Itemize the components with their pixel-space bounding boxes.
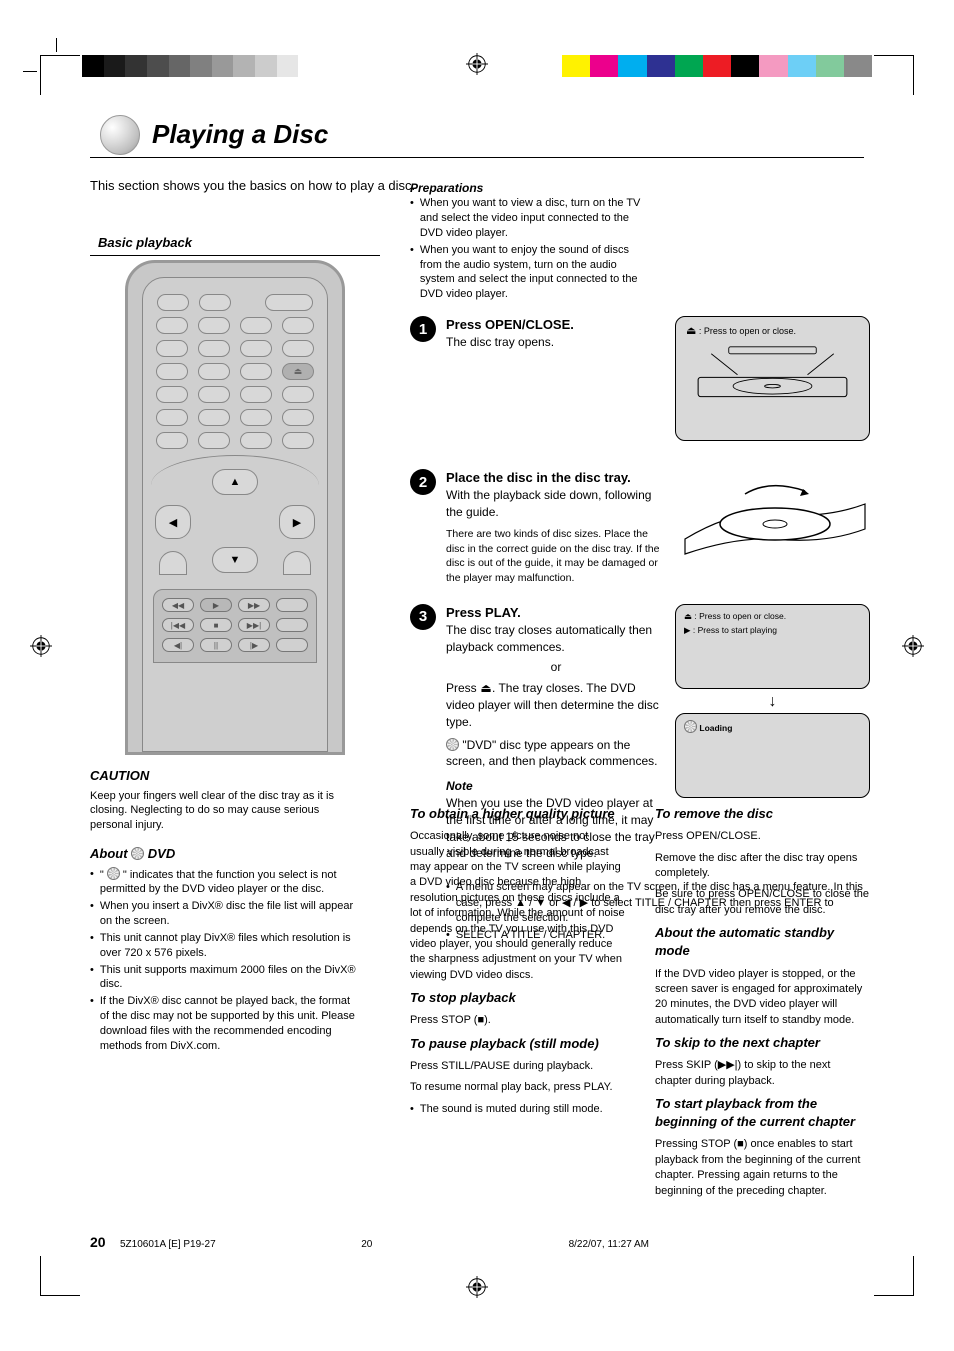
- step-2-num: 2: [410, 469, 436, 495]
- prep-heading: Preparations: [410, 180, 650, 196]
- registration-mark-left: [30, 635, 52, 657]
- pause-heading: To pause playback (still mode): [410, 1035, 625, 1053]
- footer-date: 8/22/07, 11:27 AM: [569, 1239, 649, 1250]
- eject-icon-2: ⏏: [684, 611, 692, 621]
- step-3-note-label: Note: [446, 778, 666, 795]
- remote-control-diagram: ⏏ ▲ ◀ ▶ ▼ ◀◀▶▶▶ |◀◀■▶▶| ◀||||▶: [125, 260, 345, 755]
- eject-button-icon: ⏏: [282, 363, 314, 380]
- sphere-icon: [100, 115, 140, 155]
- step-3-dvd-line: "DVD" disc type appears on the screen, a…: [446, 738, 657, 769]
- pause-button-icon: ||: [200, 638, 232, 652]
- caution-text: Keep your fingers well clear of the disc…: [90, 789, 360, 834]
- basic-playback-label: Basic playback: [90, 235, 192, 250]
- page-number: 20: [90, 1234, 106, 1250]
- pause-text-1: Press STILL/PAUSE during playback.: [410, 1059, 625, 1074]
- title-underline: [90, 157, 864, 158]
- footer-sheet: 20: [361, 1239, 372, 1250]
- step-3-text: The disc tray closes automatically then …: [446, 622, 666, 656]
- step-2: 2 Place the disc in the disc tray. With …: [410, 469, 870, 586]
- crop-mark-bl: [40, 1256, 80, 1296]
- stop-text: Press STOP (■).: [410, 1014, 491, 1026]
- pause-text-2: To resume normal play back, press PLAY.: [410, 1080, 625, 1095]
- step-2-lead: Place the disc in the disc tray.: [446, 469, 666, 487]
- crop-mark-tr: [874, 55, 914, 95]
- about-p1: indicates that the function you select i…: [100, 869, 337, 896]
- prohibit-icon: [107, 867, 120, 880]
- prep-line-1: When you want to view a disc, turn on th…: [420, 196, 650, 241]
- step-1-lead: Press OPEN/CLOSE.: [446, 316, 636, 334]
- dpad-up-icon: ▲: [212, 469, 258, 495]
- eject-icon: ⏏: [686, 325, 696, 337]
- caution-heading: CAUTION: [90, 767, 360, 785]
- dpad-left-icon: ◀: [155, 505, 191, 539]
- about-p2: When you insert a DivX® disc the file li…: [100, 899, 360, 929]
- step-3-boxes: ⏏ : Press to open or close. ▶ : Press to…: [675, 604, 870, 804]
- remove-t3: Be sure to press OPEN/CLOSE to close the…: [655, 887, 870, 918]
- color-bar: [562, 55, 872, 77]
- footer-file: 5Z10601A [E] P19-27: [120, 1239, 216, 1250]
- about-dvd-block: About DVD •" " indicates that the functi…: [90, 845, 360, 1056]
- step-3-box2-load: Loading: [699, 723, 732, 733]
- sound-note: The sound is muted during still mode.: [420, 1102, 603, 1117]
- step-1: 1 Press OPEN/CLOSE. The disc tray opens.…: [410, 316, 870, 451]
- about-p3: This unit cannot play DivX® files which …: [100, 931, 360, 961]
- about-heading: About: [90, 846, 128, 861]
- page-title: Playing a Disc: [152, 119, 328, 150]
- left-lower-col: To obtain a higher quality picture Occas…: [410, 805, 625, 1205]
- start-text: Pressing STOP (■) once enables to start …: [655, 1137, 870, 1199]
- dvd-small-icon: [446, 738, 459, 751]
- dpad-down-icon: ▼: [212, 547, 258, 573]
- stop-button-icon: ■: [200, 618, 232, 632]
- skip-text: Press SKIP (▶▶|) to skip to the next cha…: [655, 1058, 870, 1089]
- down-arrow-icon: ↓: [675, 693, 870, 711]
- caution-block: CAUTION Keep your fingers well clear of …: [90, 767, 360, 837]
- step-3-box1-play: Press to start playing: [698, 625, 777, 635]
- disc-tray-illustration: [675, 469, 870, 559]
- registration-mark-bottom: [466, 1276, 488, 1298]
- step-2-text2: There are two kinds of disc sizes. Place…: [446, 527, 666, 586]
- auto-text: If the DVD video player is stopped, or t…: [655, 967, 870, 1029]
- about-p5a: If the DivX® disc cannot be played back,…: [100, 995, 350, 1022]
- start-heading: To start playback from the beginning of …: [655, 1095, 870, 1131]
- remove-t2: Remove the disc after the disc tray open…: [655, 851, 870, 882]
- quality-heading: To obtain a higher quality picture: [410, 805, 625, 823]
- crop-mark-br: [874, 1256, 914, 1296]
- step-1-box: ⏏ : Press to open or close.: [675, 316, 870, 441]
- step-3-num: 3: [410, 604, 436, 630]
- step-1-num: 1: [410, 316, 436, 342]
- step-1-box-title: Press to open or close.: [704, 326, 796, 336]
- step-3-lead: Press PLAY.: [446, 604, 666, 622]
- registration-mark-top: [466, 53, 488, 75]
- play-button-icon: ▶: [200, 598, 232, 612]
- remove-heading: To remove the disc: [655, 805, 870, 823]
- crop-mark-tl: [40, 55, 80, 95]
- skip-heading: To skip to the next chapter: [655, 1034, 870, 1052]
- stop-heading: To stop playback: [410, 989, 625, 1007]
- dpad-right-icon: ▶: [279, 505, 315, 539]
- step-3-or: or: [446, 659, 666, 676]
- prep-line-2: When you want to enjoy the sound of disc…: [420, 243, 650, 302]
- about-p4: This unit supports maximum 2000 files on…: [100, 963, 360, 993]
- dvd-disc-icon: [131, 847, 144, 860]
- remove-t1: Press OPEN/CLOSE.: [655, 829, 870, 844]
- grayscale-bar: [82, 55, 320, 77]
- step-1-text: The disc tray opens.: [446, 334, 636, 351]
- dvd-tiny-icon: [684, 720, 697, 733]
- auto-heading: About the automatic standby mode: [655, 924, 870, 960]
- section-underline: [90, 255, 380, 256]
- registration-mark-right: [902, 635, 924, 657]
- step-3-eject-line: Press ⏏. The tray closes. The DVD video …: [446, 681, 659, 729]
- quality-text: Occasionally, some picture noise not usu…: [410, 829, 625, 983]
- step-2-text1: With the playback side down, following t…: [446, 487, 666, 521]
- step-3-box1-text: Press to open or close.: [699, 611, 786, 621]
- preparations-block: Preparations •When you want to view a di…: [410, 180, 650, 302]
- right-lower-col: To remove the disc Press OPEN/CLOSE. Rem…: [655, 805, 870, 1205]
